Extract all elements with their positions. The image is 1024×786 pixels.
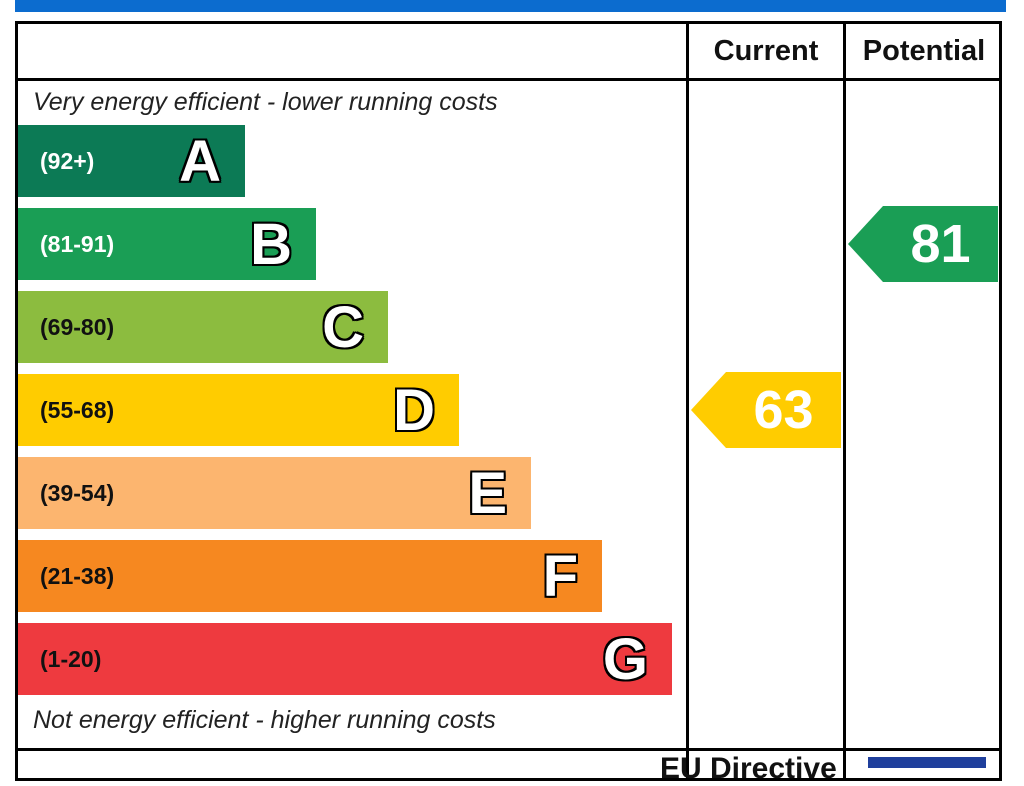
band-range-label: (92+) bbox=[40, 147, 95, 174]
band-range-label: (39-54) bbox=[40, 479, 115, 506]
potential-rating-arrow: 81 bbox=[848, 206, 998, 282]
band-range-label: (69-80) bbox=[40, 313, 115, 340]
band-range-label: (21-38) bbox=[40, 562, 115, 589]
band-a: (92+) A bbox=[18, 125, 245, 197]
band-e: (39-54) E bbox=[18, 457, 531, 529]
current-rating-value: 63 bbox=[753, 380, 814, 440]
potential-rating-value: 81 bbox=[910, 214, 971, 274]
band-c: (69-80) C bbox=[18, 291, 388, 363]
current-column-divider bbox=[686, 21, 689, 781]
band-letter: B bbox=[250, 211, 292, 277]
potential-column-divider bbox=[843, 21, 846, 781]
band-range-label: (1-20) bbox=[40, 645, 102, 672]
band-letter: C bbox=[322, 294, 364, 360]
band-letter: E bbox=[468, 460, 507, 526]
current-rating-arrow: 63 bbox=[691, 372, 841, 448]
current-header: Current bbox=[713, 35, 819, 67]
footer-text: EU Directive bbox=[660, 752, 837, 785]
top-caption: Very energy efficient - lower running co… bbox=[33, 88, 498, 116]
band-f: (21-38) F bbox=[18, 540, 602, 612]
top-blue-strip bbox=[15, 0, 1006, 12]
footer-divider bbox=[15, 748, 1002, 751]
band-b: (81-91) B bbox=[18, 208, 316, 280]
band-range-label: (55-68) bbox=[40, 396, 115, 423]
band-letter: F bbox=[542, 543, 578, 609]
band-range-label: (81-91) bbox=[40, 230, 115, 257]
potential-header: Potential bbox=[862, 35, 986, 67]
band-letter: G bbox=[602, 626, 648, 692]
band-d: (55-68) D bbox=[18, 374, 459, 446]
eu-flag-icon bbox=[868, 757, 986, 768]
bottom-caption: Not energy efficient - higher running co… bbox=[33, 706, 496, 734]
header-divider bbox=[15, 78, 1002, 81]
band-letter: D bbox=[393, 377, 435, 443]
band-g: (1-20) G bbox=[18, 623, 672, 695]
band-letter: A bbox=[179, 128, 221, 194]
